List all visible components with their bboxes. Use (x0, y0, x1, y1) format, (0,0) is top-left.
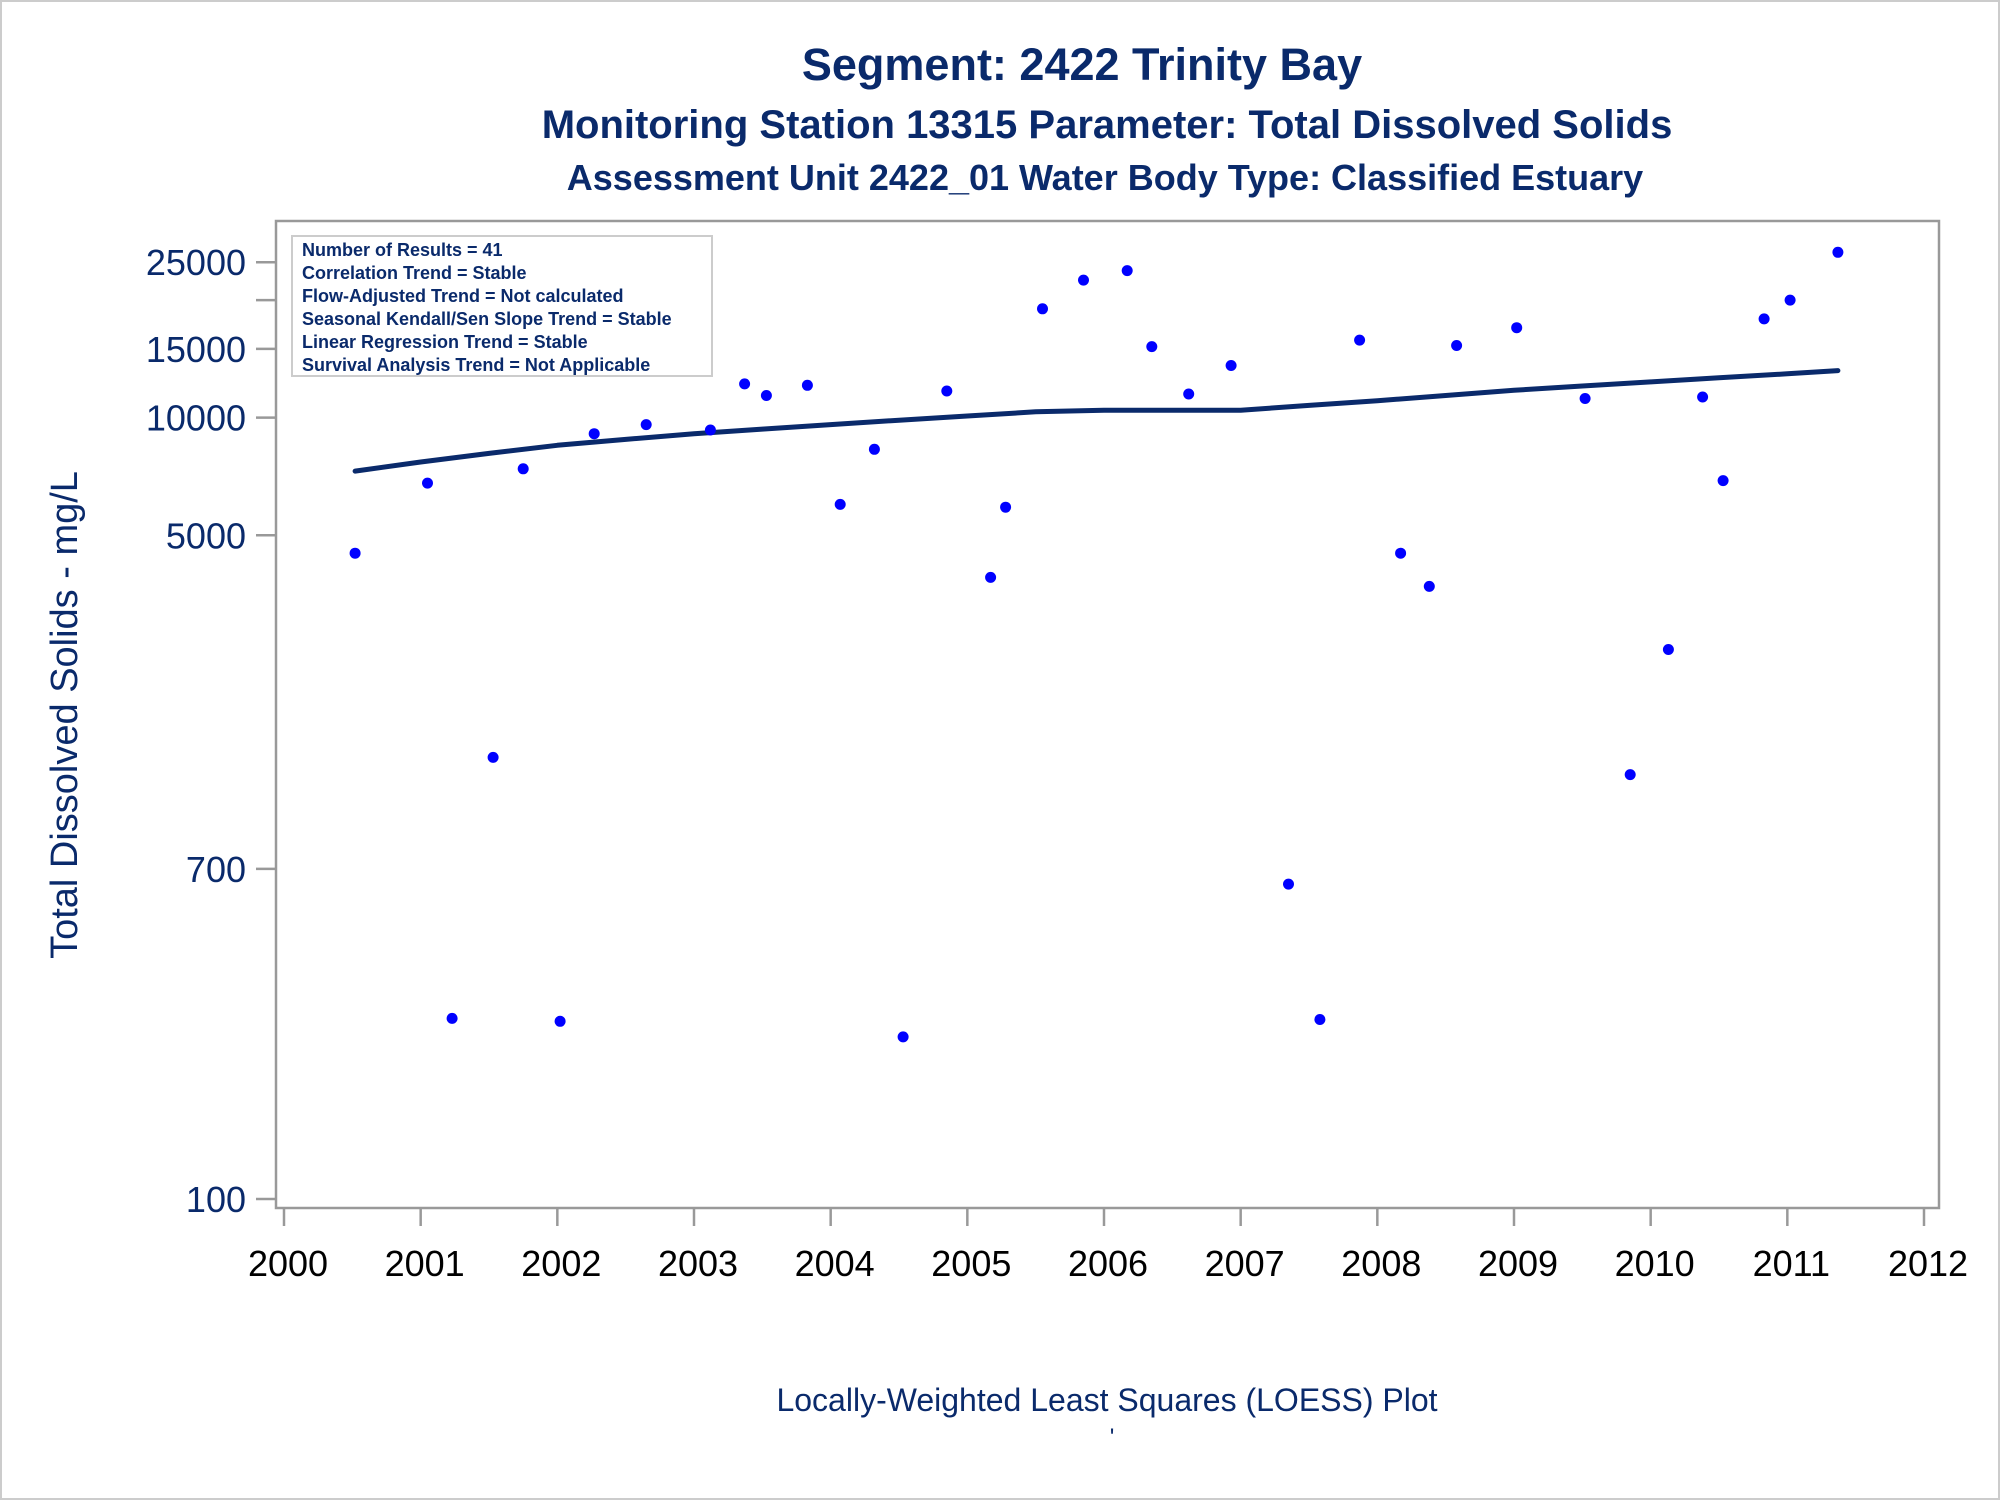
data-point (739, 378, 751, 390)
x-tick-label: 2010 (1615, 1243, 1695, 1284)
stats-line: Survival Analysis Trend = Not Applicable (302, 355, 650, 375)
stats-line: Seasonal Kendall/Sen Slope Trend = Stabl… (302, 309, 672, 329)
data-point (1283, 878, 1294, 890)
data-points (349, 246, 1844, 1043)
y-tick-label: 10000 (146, 398, 246, 439)
data-point (1121, 265, 1133, 277)
x-tick-label: 2001 (385, 1243, 465, 1284)
x-tick-label: 2005 (931, 1243, 1011, 1284)
data-point (446, 1012, 458, 1024)
x-tick-label: 2002 (521, 1243, 601, 1284)
data-point (1146, 341, 1158, 353)
y-tick-label: 25000 (146, 242, 246, 283)
data-point (1832, 246, 1844, 258)
stats-box: Number of Results = 41 Correlation Trend … (291, 235, 713, 377)
data-point (1697, 391, 1709, 403)
x-tick-label: 2006 (1068, 1243, 1148, 1284)
plot-frame (274, 219, 1941, 1210)
plot-type-footnote: Locally-Weighted Least Squares (LOESS) P… (776, 1382, 1437, 1418)
stats-box-frame (291, 235, 713, 377)
data-point (1784, 294, 1796, 306)
loess-line (352, 368, 1841, 474)
x-tick-label: 2008 (1341, 1243, 1421, 1284)
data-point (1354, 334, 1366, 346)
data-point (640, 419, 652, 431)
data-point (1225, 360, 1237, 371)
data-point (1758, 313, 1770, 325)
stats-line: Flow-Adjusted Trend = Not calculated (302, 286, 624, 306)
data-point (897, 1031, 909, 1043)
data-point (349, 547, 361, 559)
stats-line: Number of Results = 41 (302, 240, 503, 260)
data-point (834, 498, 846, 510)
data-point (1451, 340, 1463, 351)
data-point (1395, 547, 1407, 559)
x-axis: 2000 2001 2002 2003 2004 2005 2006 2007 2008 2009… (248, 1208, 1968, 1284)
data-point (487, 751, 499, 763)
data-point (704, 424, 716, 436)
x-tick-label: 2009 (1478, 1243, 1558, 1284)
chart-title: Segment: 2422 Trinity Bay (802, 39, 1362, 90)
data-point (1624, 769, 1636, 781)
data-point (1183, 388, 1195, 400)
data-point (801, 379, 813, 391)
loess-layer (352, 368, 1841, 474)
data-point (760, 390, 772, 401)
data-point (1717, 475, 1729, 487)
data-point (985, 571, 997, 583)
data-point (422, 477, 433, 489)
data-point (1000, 501, 1012, 513)
chart-subtitle-2: Assessment Unit 2422_01 Water Body Type:… (567, 157, 1643, 198)
footnote-mark: ' (1110, 1424, 1115, 1451)
x-tick-label: 2007 (1205, 1243, 1285, 1284)
y-tick-label: 15000 (146, 329, 246, 370)
data-point (868, 443, 880, 455)
data-point (1579, 393, 1591, 404)
data-point (1314, 1014, 1326, 1025)
x-tick-label: 2004 (795, 1243, 875, 1284)
y-tick-label: 100 (186, 1179, 246, 1220)
x-tick-label: 2000 (248, 1243, 328, 1284)
y-tick-label: 5000 (166, 515, 246, 556)
x-tick-label: 2012 (1888, 1243, 1968, 1284)
y-axis: 100 700 5000 10000 15000 25000 (146, 242, 276, 1220)
y-axis-label: Total Dissolved Solids - mg/L (44, 471, 86, 959)
stats-line: Correlation Trend = Stable (302, 263, 527, 283)
stats-lines: Number of Results = 41 Correlation Trend … (302, 240, 672, 375)
data-point (941, 385, 953, 397)
y-tick-label: 700 (186, 849, 246, 890)
stats-line: Linear Regression Trend = Stable (302, 332, 588, 352)
x-tick-label: 2011 (1753, 1243, 1830, 1284)
data-point (1078, 274, 1089, 286)
data-point (517, 463, 529, 475)
data-point (554, 1015, 566, 1027)
data-point (1037, 303, 1048, 315)
data-point (1511, 322, 1523, 334)
data-point (588, 428, 600, 440)
data-point (1662, 644, 1674, 655)
chart-subtitle: Monitoring Station 13315 Parameter: Tota… (542, 103, 1673, 147)
data-point (1423, 580, 1435, 592)
x-tick-label: 2003 (658, 1243, 738, 1284)
